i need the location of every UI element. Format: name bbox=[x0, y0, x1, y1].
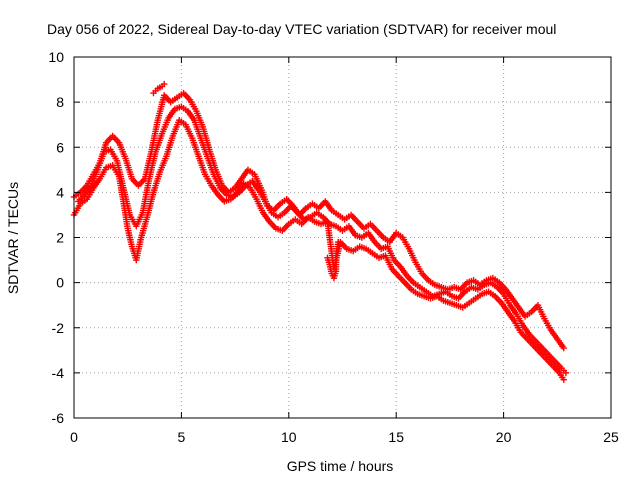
y-tick-label: 4 bbox=[56, 184, 64, 200]
y-tick-label: 6 bbox=[56, 139, 64, 155]
x-tick-label: 25 bbox=[603, 429, 619, 445]
data-point-marker bbox=[560, 344, 567, 352]
x-tick-label: 10 bbox=[281, 429, 297, 445]
y-tick-label: 0 bbox=[56, 275, 64, 291]
ticks-layer: 0 5 10 15 20 25 -6 -4 -2 0 2 4 6 8 10 bbox=[48, 49, 619, 445]
x-tick-label: 20 bbox=[496, 429, 512, 445]
y-tick-label: -2 bbox=[52, 320, 65, 336]
y-tick-label: 8 bbox=[56, 94, 64, 110]
chart-title: Day 056 of 2022, Sidereal Day-to-day VTE… bbox=[47, 21, 556, 37]
y-axis-label: SDTVAR / TECUs bbox=[5, 182, 21, 294]
y-tick-label: -4 bbox=[52, 365, 65, 381]
data-point-marker bbox=[161, 80, 168, 88]
x-tick-label: 0 bbox=[70, 429, 78, 445]
series-track-a bbox=[70, 89, 567, 352]
data-point-marker bbox=[562, 369, 570, 377]
series-track-e bbox=[324, 238, 342, 282]
marks-layer bbox=[70, 80, 570, 383]
series-track-c bbox=[70, 116, 567, 383]
data-point-marker bbox=[560, 376, 567, 383]
y-tick-label: 10 bbox=[48, 49, 64, 65]
x-tick-label: 15 bbox=[388, 429, 404, 445]
y-tick-label: 2 bbox=[56, 230, 64, 246]
y-tick-label: -6 bbox=[52, 410, 65, 426]
grid-layer bbox=[74, 57, 611, 418]
x-tick-label: 5 bbox=[178, 429, 186, 445]
series-track-d bbox=[150, 80, 168, 97]
x-axis-label: GPS time / hours bbox=[287, 458, 394, 474]
data-point-marker bbox=[335, 238, 342, 246]
series-track-b bbox=[75, 103, 570, 377]
